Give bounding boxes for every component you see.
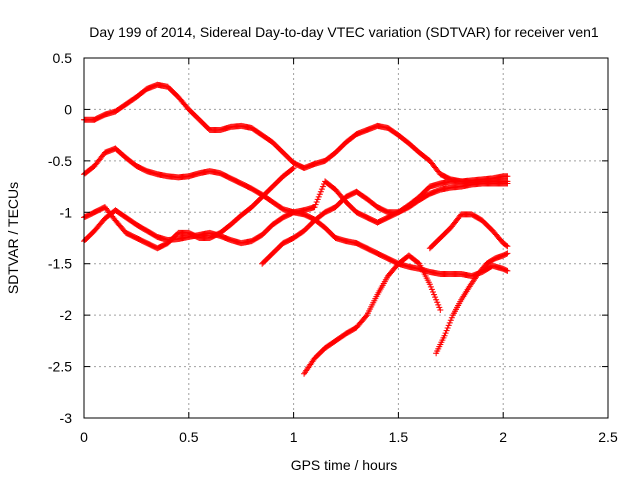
series-7	[259, 180, 511, 267]
y-tick-label: -0.5	[48, 153, 72, 169]
series-3	[290, 209, 511, 280]
axis-ticks: 0 0.5 1 1.5 2 2.5 0.5 0 -0.5 -1 -1.5 -2 -2.5 -3	[48, 50, 618, 445]
x-tick-label: 0.5	[179, 429, 199, 445]
data-point	[429, 289, 436, 295]
data-point	[431, 291, 438, 298]
data-point	[446, 319, 453, 326]
data-point	[426, 281, 433, 288]
data-point	[427, 283, 434, 290]
data-point	[448, 314, 455, 321]
series-11	[433, 250, 511, 357]
data-point	[504, 267, 511, 274]
data-point	[503, 250, 510, 257]
y-tick-label: 0	[64, 101, 72, 117]
data-point	[435, 301, 442, 308]
x-axis-label: GPS time / hours	[291, 457, 398, 473]
data-point	[434, 299, 441, 306]
series-4	[81, 165, 297, 252]
data-point	[313, 199, 320, 205]
data-point	[503, 267, 510, 274]
y-tick-label: -1.5	[48, 256, 72, 272]
data-point	[504, 250, 511, 257]
data-point	[445, 322, 452, 329]
data-point	[443, 327, 450, 334]
series-10	[426, 211, 511, 252]
data-point	[442, 330, 449, 337]
data-point	[447, 317, 454, 324]
data-point	[319, 183, 326, 190]
chart-title: Day 199 of 2014, Sidereal Day-to-day VTE…	[89, 24, 599, 40]
data-point	[436, 304, 443, 311]
data-point	[362, 313, 369, 320]
series-9	[395, 252, 444, 313]
series-5	[81, 207, 308, 247]
data-point	[437, 307, 444, 313]
y-tick-label: -1	[60, 204, 73, 220]
series-0	[81, 81, 308, 172]
data-point	[317, 188, 324, 195]
series-8	[301, 260, 402, 377]
y-tick-label: -2	[60, 307, 73, 323]
data-point	[315, 193, 322, 200]
y-tick-label: -3	[60, 410, 73, 426]
data-point	[311, 204, 318, 211]
data-point	[503, 242, 510, 249]
data-point	[432, 294, 439, 301]
data-point	[441, 332, 448, 339]
x-tick-label: 2.5	[598, 429, 618, 445]
data-point	[316, 191, 323, 198]
x-tick-label: 0	[80, 429, 88, 445]
data-point	[444, 325, 451, 331]
plot-frame	[83, 57, 609, 419]
data-point	[504, 173, 511, 180]
data-point	[428, 286, 435, 293]
data-point	[314, 196, 321, 203]
y-axis-label: SDTVAR / TECUs	[5, 182, 21, 294]
x-tick-label: 1	[290, 429, 298, 445]
grid	[84, 58, 608, 418]
data-point	[318, 186, 325, 193]
y-tick-label: -2.5	[48, 359, 72, 375]
x-tick-label: 2	[499, 429, 507, 445]
data-point	[433, 296, 440, 303]
data-point	[504, 180, 511, 187]
data-points	[81, 81, 511, 377]
data-point	[290, 165, 297, 172]
x-tick-label: 1.5	[389, 429, 409, 445]
data-point	[289, 165, 296, 172]
series-1	[301, 122, 511, 186]
data-point	[312, 201, 319, 208]
y-tick-label: 0.5	[53, 50, 73, 66]
data-point	[504, 243, 511, 250]
